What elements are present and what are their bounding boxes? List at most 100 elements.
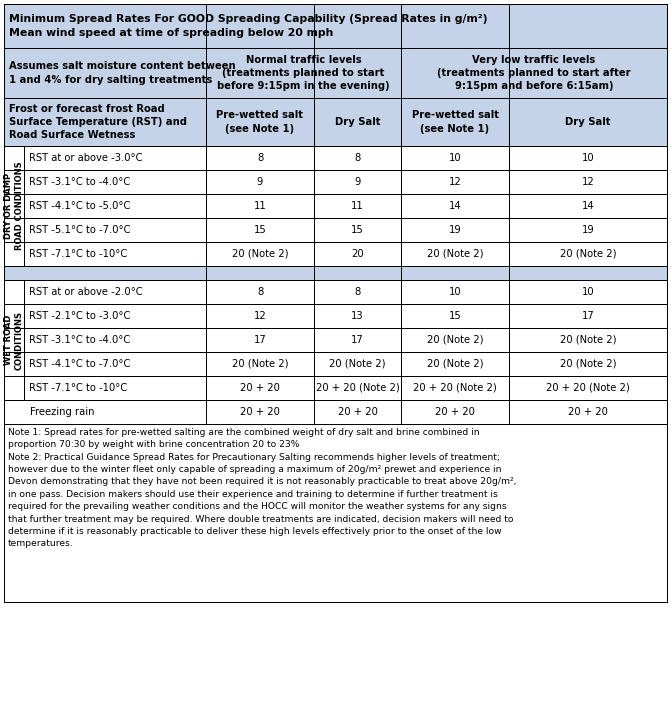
Text: 17: 17 — [351, 335, 364, 345]
Text: 14: 14 — [582, 201, 595, 211]
Text: 8: 8 — [354, 153, 360, 163]
Text: RST at or above -3.0°C: RST at or above -3.0°C — [29, 153, 142, 163]
Text: 15: 15 — [449, 311, 462, 321]
Text: Dry Salt: Dry Salt — [565, 117, 611, 127]
Text: 20 + 20 (Note 2): 20 + 20 (Note 2) — [413, 383, 497, 393]
Bar — [314, 304, 401, 328]
Bar — [314, 98, 401, 146]
Text: 20 (Note 2): 20 (Note 2) — [427, 359, 483, 369]
Text: DRY OR DAMP
ROAD CONDITIONS: DRY OR DAMP ROAD CONDITIONS — [4, 162, 24, 250]
Text: RST -4.1°C to -7.0°C: RST -4.1°C to -7.0°C — [29, 359, 130, 369]
Bar — [206, 98, 314, 146]
Text: 20 (Note 2): 20 (Note 2) — [560, 359, 616, 369]
Bar — [401, 48, 667, 98]
Text: 11: 11 — [254, 201, 266, 211]
Bar — [509, 146, 667, 170]
Bar — [4, 98, 206, 146]
Text: RST -2.1°C to -3.0°C: RST -2.1°C to -3.0°C — [29, 311, 130, 321]
Bar — [24, 146, 206, 170]
Text: 20 + 20: 20 + 20 — [435, 407, 475, 417]
Bar — [24, 170, 206, 194]
Bar — [509, 170, 667, 194]
Bar — [314, 170, 401, 194]
Text: Dry Salt: Dry Salt — [335, 117, 380, 127]
Text: 20 + 20 (Note 2): 20 + 20 (Note 2) — [315, 383, 399, 393]
Bar — [401, 98, 509, 146]
Bar — [314, 146, 401, 170]
Bar — [314, 376, 401, 400]
Text: RST -7.1°C to -10°C: RST -7.1°C to -10°C — [29, 383, 127, 393]
Text: 10: 10 — [582, 153, 595, 163]
Bar — [4, 48, 206, 98]
Text: 20 (Note 2): 20 (Note 2) — [231, 359, 289, 369]
Bar — [4, 424, 667, 602]
Text: WET ROAD
CONDITIONS: WET ROAD CONDITIONS — [4, 311, 24, 370]
Bar — [509, 98, 667, 146]
Bar — [509, 376, 667, 400]
Bar — [4, 280, 24, 400]
Text: 20 (Note 2): 20 (Note 2) — [231, 249, 289, 259]
Text: 8: 8 — [354, 287, 360, 297]
Bar — [206, 48, 401, 98]
Bar — [206, 146, 314, 170]
Bar — [314, 328, 401, 352]
Bar — [509, 328, 667, 352]
Text: 20 + 20: 20 + 20 — [240, 383, 280, 393]
Text: Pre-wetted salt
(see Note 1): Pre-wetted salt (see Note 1) — [411, 110, 499, 134]
Text: 10: 10 — [582, 287, 595, 297]
Bar — [206, 376, 314, 400]
Text: 10: 10 — [449, 153, 462, 163]
Bar — [314, 242, 401, 266]
Text: RST at or above -2.0°C: RST at or above -2.0°C — [29, 287, 143, 297]
Bar — [24, 242, 206, 266]
Text: Note 1: Spread rates for pre-wetted salting are the combined weight of dry salt : Note 1: Spread rates for pre-wetted salt… — [8, 428, 517, 548]
Text: RST -3.1°C to -4.0°C: RST -3.1°C to -4.0°C — [29, 335, 130, 345]
Text: 12: 12 — [254, 311, 266, 321]
Text: 20 (Note 2): 20 (Note 2) — [560, 335, 616, 345]
Bar — [401, 194, 509, 218]
Bar — [509, 352, 667, 376]
Text: 9: 9 — [354, 177, 361, 187]
Text: 20: 20 — [351, 249, 364, 259]
Bar — [509, 304, 667, 328]
Bar — [24, 328, 206, 352]
Bar — [509, 242, 667, 266]
Bar — [314, 352, 401, 376]
Text: 19: 19 — [449, 225, 462, 235]
Bar — [4, 146, 24, 266]
Text: 11: 11 — [351, 201, 364, 211]
Text: RST -3.1°C to -4.0°C: RST -3.1°C to -4.0°C — [29, 177, 130, 187]
Text: 20 + 20 (Note 2): 20 + 20 (Note 2) — [546, 383, 630, 393]
Text: 8: 8 — [257, 153, 263, 163]
Text: 15: 15 — [254, 225, 266, 235]
Text: Very low traffic levels
(treatments planned to start after
9:15pm and before 6:1: Very low traffic levels (treatments plan… — [437, 54, 631, 91]
Bar — [24, 304, 206, 328]
Bar — [401, 376, 509, 400]
Bar — [509, 194, 667, 218]
Bar — [401, 280, 509, 304]
Bar — [401, 242, 509, 266]
Bar — [401, 304, 509, 328]
Text: 10: 10 — [449, 287, 462, 297]
Bar — [314, 218, 401, 242]
Bar — [509, 218, 667, 242]
Text: 12: 12 — [449, 177, 462, 187]
Bar — [314, 194, 401, 218]
Text: RST -4.1°C to -5.0°C: RST -4.1°C to -5.0°C — [29, 201, 130, 211]
Bar — [24, 194, 206, 218]
Text: Minimum Spread Rates For GOOD Spreading Capability (Spread Rates in g/m²)
Mean w: Minimum Spread Rates For GOOD Spreading … — [9, 14, 488, 38]
Text: Frost or forecast frost Road
Surface Temperature (RST) and
Road Surface Wetness: Frost or forecast frost Road Surface Tem… — [9, 104, 187, 140]
Bar — [24, 352, 206, 376]
Bar — [206, 328, 314, 352]
Text: 19: 19 — [582, 225, 595, 235]
Text: 17: 17 — [582, 311, 595, 321]
Bar — [206, 170, 314, 194]
Bar — [314, 280, 401, 304]
Bar — [24, 218, 206, 242]
Text: 20 (Note 2): 20 (Note 2) — [427, 335, 483, 345]
Text: Freezing rain: Freezing rain — [30, 407, 95, 417]
Text: 17: 17 — [254, 335, 266, 345]
Text: 20 + 20: 20 + 20 — [568, 407, 608, 417]
Bar — [401, 328, 509, 352]
Bar — [206, 352, 314, 376]
